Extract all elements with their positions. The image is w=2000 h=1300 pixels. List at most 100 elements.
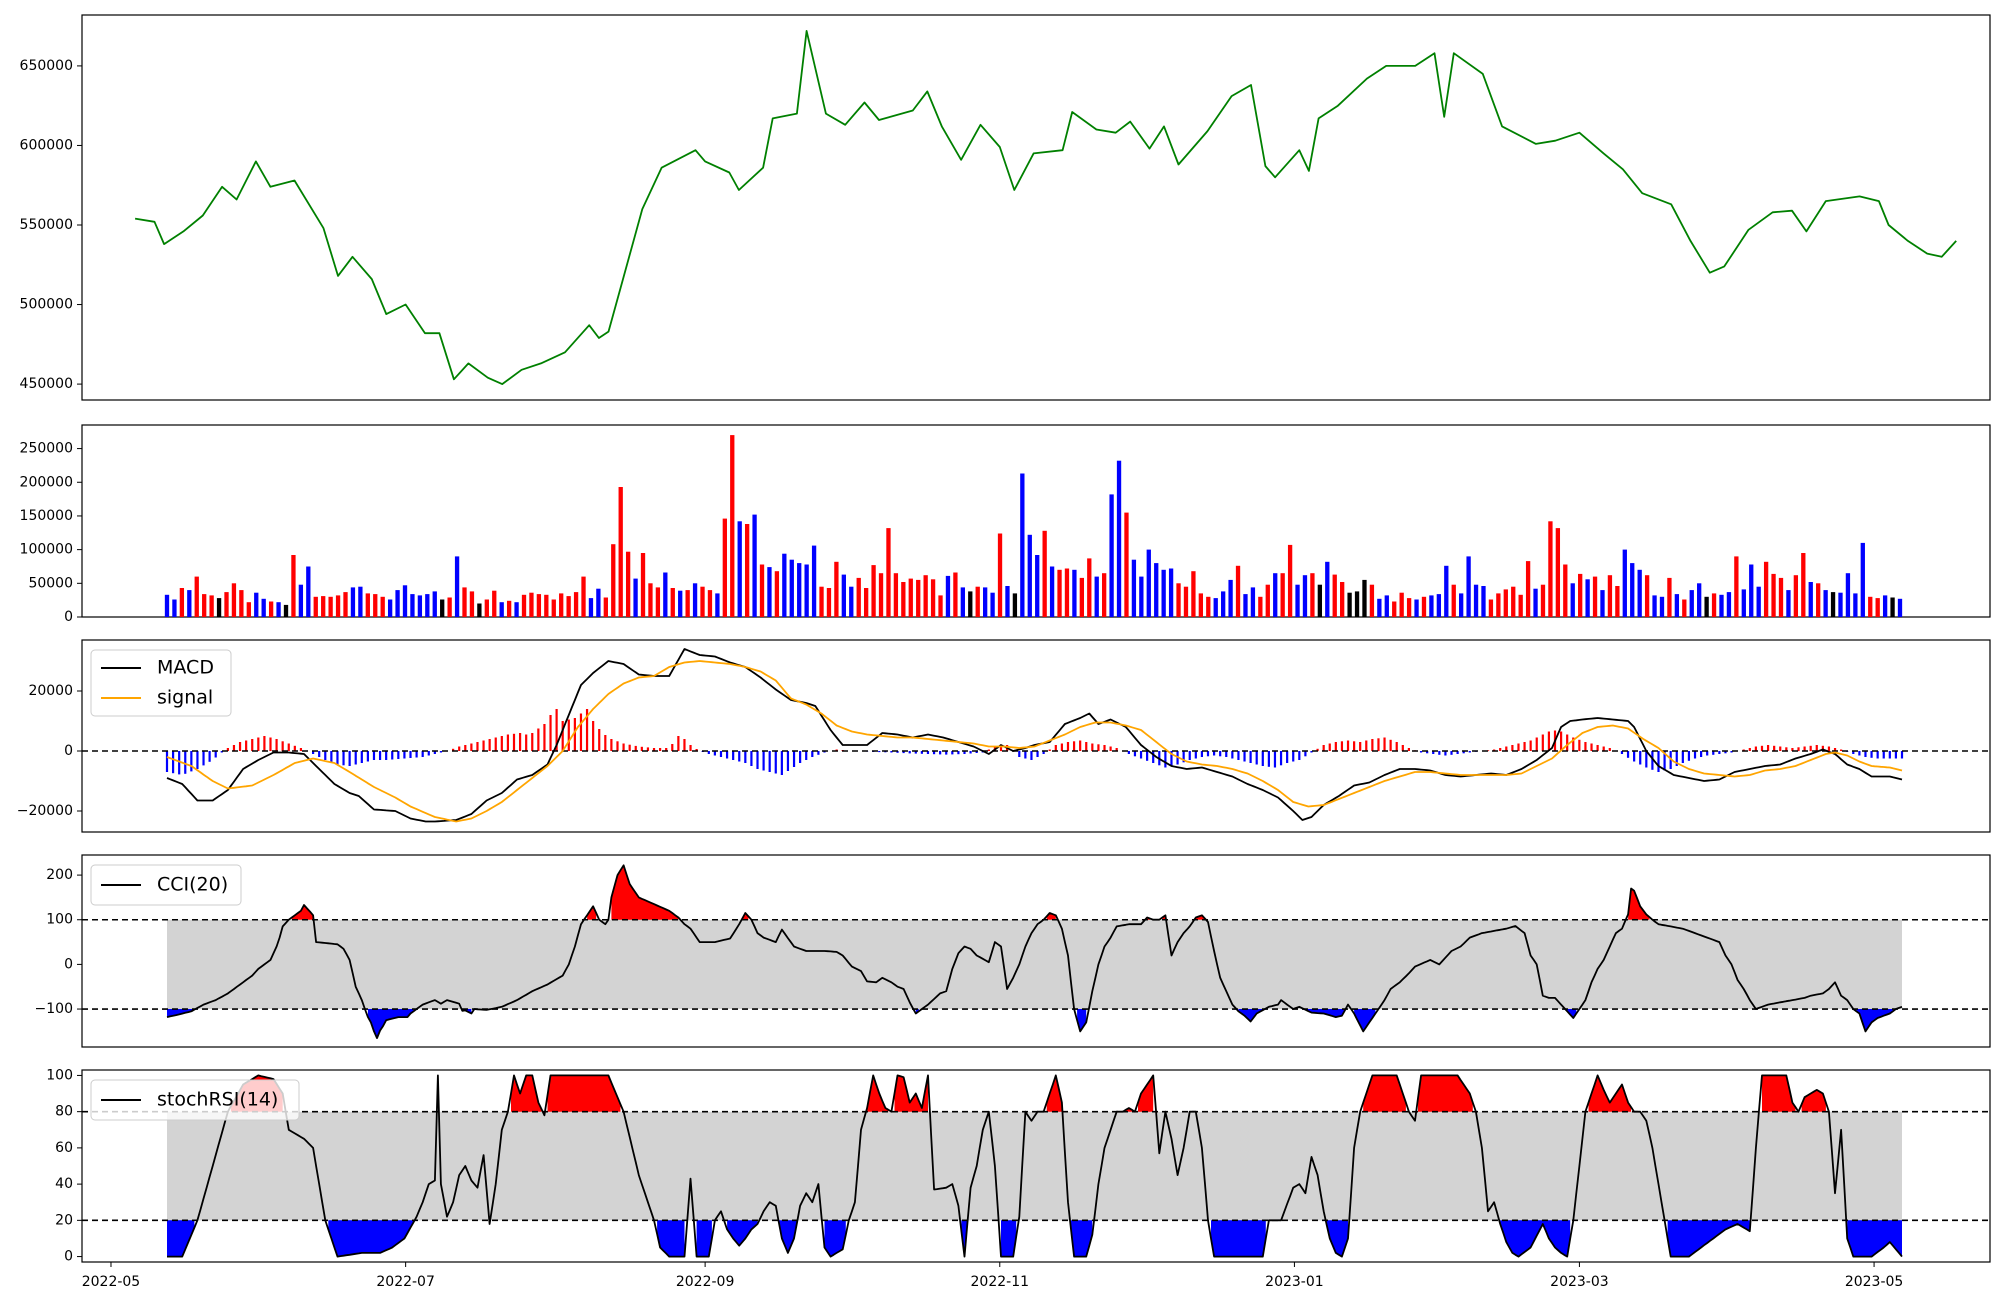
volume-bar (1459, 593, 1464, 617)
macd-histogram-bar (1322, 745, 1325, 751)
macd-histogram-bar (1608, 748, 1611, 751)
volume-bar (447, 597, 452, 617)
macd-histogram-bar (1365, 740, 1368, 751)
volume-bar (1191, 571, 1196, 617)
macd-histogram-bar (1109, 746, 1112, 751)
macd-legend-label: MACD (157, 657, 214, 679)
macd-histogram-bar (659, 748, 662, 751)
macd-histogram-bar (951, 751, 954, 755)
volume-bar (1704, 596, 1709, 617)
macd-histogram-bar (263, 736, 266, 751)
macd-histogram-bar (683, 739, 686, 751)
macd-histogram-bar (1389, 739, 1392, 752)
macd-histogram-bar (433, 751, 436, 754)
volume-bar (797, 563, 802, 617)
macd-histogram-bar (238, 742, 242, 751)
macd-histogram-bar (1018, 751, 1021, 757)
volume-bar (1161, 569, 1166, 617)
macd-histogram-bar (1547, 731, 1551, 751)
macd-series-macd-line (166, 648, 1903, 823)
macd-histogram-bar (1559, 731, 1563, 751)
stochrsi-y-tick-label: 0 (64, 1249, 73, 1265)
macd-histogram-bar (665, 748, 668, 751)
stochrsi-y-tick-label: 60 (55, 1140, 73, 1156)
cci-overbought-fill (742, 913, 749, 920)
macd-histogram-bar (512, 733, 516, 752)
macd-histogram-bar (1590, 743, 1593, 751)
macd-histogram-bar (1626, 751, 1630, 758)
macd-histogram-bar (1833, 748, 1837, 751)
volume-bar (1503, 589, 1508, 617)
volume-bar (1005, 586, 1010, 617)
volume-bar (856, 577, 861, 617)
volume-bar (402, 585, 408, 617)
price-y-tick-label: 550000 (20, 217, 73, 233)
stochrsi-overbought-fill (1363, 1075, 1406, 1112)
macd-histogram-bar (1900, 751, 1904, 759)
macd-histogram-bar (786, 751, 790, 771)
volume-bar (454, 556, 460, 617)
volume-bar (916, 579, 921, 617)
macd-histogram-bar (1535, 737, 1538, 751)
volume-bars (164, 435, 1903, 617)
volume-bar (908, 578, 913, 617)
macd-histogram-bar (1876, 751, 1879, 759)
volume-bar (1585, 579, 1590, 617)
macd-histogram-bar (799, 751, 802, 763)
macd-series-signal-line (166, 660, 1903, 823)
volume-bar (1555, 528, 1561, 617)
macd-histogram-bar (458, 746, 461, 751)
volume-bar (573, 592, 579, 617)
macd-histogram-bar (1669, 751, 1672, 769)
volume-bar (1637, 569, 1642, 617)
macd-histogram-bar (1639, 751, 1642, 765)
macd-histogram-bar (939, 751, 942, 755)
volume-bar (231, 583, 237, 617)
macd-histogram-bar (385, 751, 388, 760)
volume-bar (1087, 558, 1092, 617)
volume-bar (1369, 584, 1375, 617)
macd-histogram-bar (1115, 748, 1118, 751)
volume-bar (886, 528, 891, 617)
volume-bar (1622, 549, 1627, 617)
macd-histogram-bar (890, 751, 893, 753)
macd-histogram-bar (1687, 751, 1691, 761)
macd-histogram-bar (616, 741, 619, 752)
macd-histogram-bar (232, 745, 236, 751)
macd-histogram-bar (165, 751, 169, 772)
macd-histogram-bar (1127, 751, 1130, 754)
volume-bar (365, 593, 370, 617)
macd-histogram-bar (488, 739, 491, 751)
volume-bar (1473, 584, 1479, 617)
volume-y-tick-label: 100000 (20, 542, 73, 558)
macd-histogram-bar (196, 751, 199, 769)
volume-y-tick-label: 50000 (28, 575, 73, 591)
volume-bar (1310, 573, 1315, 617)
macd-histogram-bar (756, 751, 759, 769)
volume-bar (1697, 583, 1702, 617)
volume-bar (1228, 579, 1233, 617)
cci-neutral-band (167, 919, 1902, 1009)
macd-histogram-bar (1450, 751, 1453, 755)
stochrsi-overbought-fill (1801, 1089, 1826, 1112)
volume-bar (1020, 473, 1025, 617)
volume-bar (529, 592, 534, 617)
volume-bar (759, 564, 765, 617)
stochrsi-oversold-fill (1667, 1220, 1750, 1257)
macd-histogram-bar (1578, 739, 1581, 752)
macd-histogram-bar (1693, 751, 1697, 759)
macd-histogram-bar (366, 751, 369, 762)
macd-histogram-bar (1030, 751, 1033, 760)
macd-histogram-bar (1042, 751, 1045, 754)
macd-histogram-bar (1097, 744, 1100, 752)
macd-histogram-bar (1827, 746, 1831, 751)
volume-bar (268, 601, 274, 617)
stochrsi-y-tick-label: 80 (55, 1104, 73, 1120)
volume-bar (1057, 569, 1062, 617)
volume-bar (744, 524, 750, 617)
macd-histogram-bar (695, 749, 698, 751)
macd-histogram-bar (1797, 747, 1800, 752)
volume-bar (1682, 599, 1687, 617)
macd-histogram-bar (421, 751, 424, 757)
